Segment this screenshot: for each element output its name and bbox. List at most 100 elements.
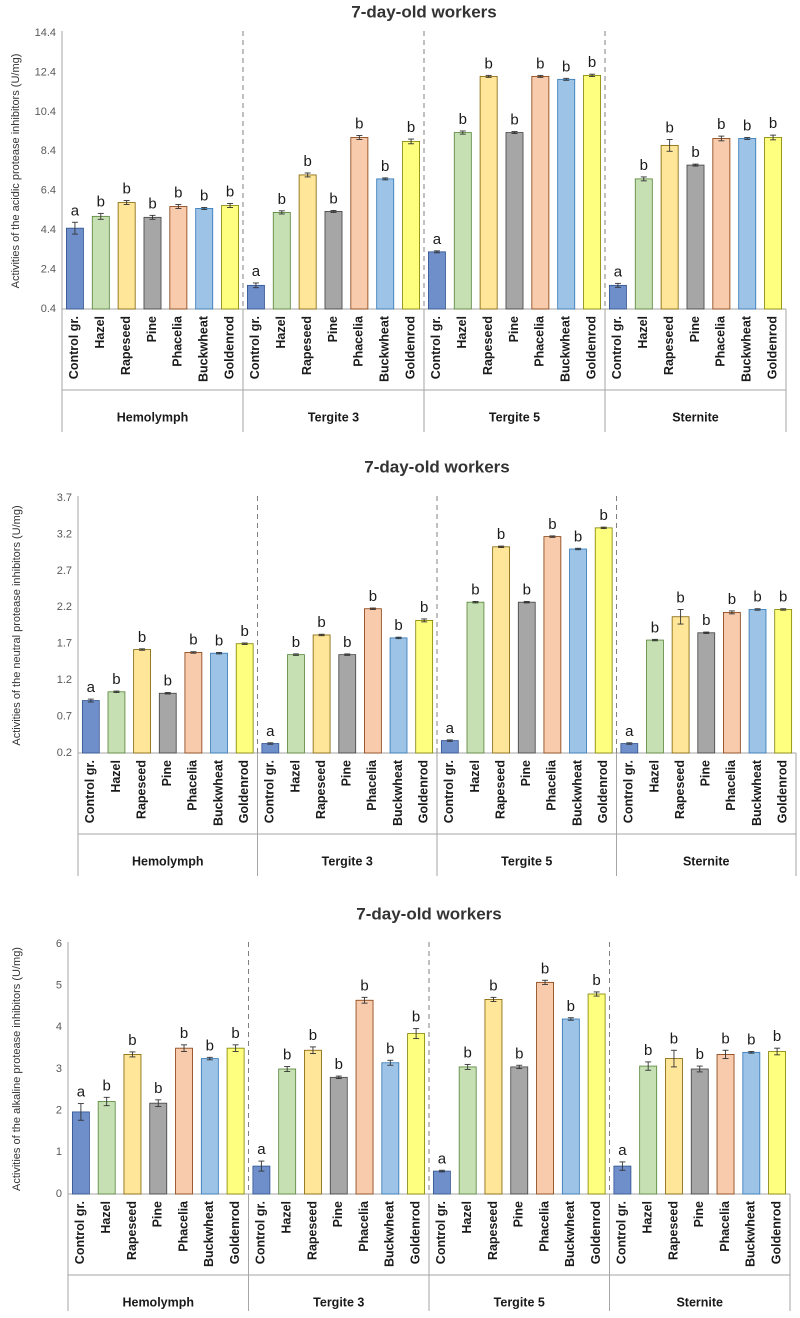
significance-letter: b	[640, 157, 648, 174]
chart-3: 7-day-old workers Activities of the alkal…	[11, 904, 791, 1311]
bar-goldenrod	[583, 74, 602, 310]
group-label: Tergite 3	[322, 854, 373, 868]
significance-letter: b	[180, 1025, 188, 1042]
group-label: Hemolymph	[117, 410, 189, 424]
y-tick-label: 2.4	[41, 263, 56, 275]
bar-pine	[143, 216, 162, 310]
significance-letter: a	[266, 723, 275, 740]
bar-rapeseed	[479, 75, 498, 310]
significance-letter: b	[644, 1042, 652, 1059]
significance-letter: b	[489, 977, 497, 994]
significance-letter: b	[769, 115, 777, 132]
x-category-label: Buckwheat	[202, 1200, 216, 1267]
bar-hazel	[634, 178, 653, 310]
bar-goldenrod	[226, 1047, 245, 1195]
x-category-label: Buckwheat	[744, 1200, 758, 1267]
bar-phacelia	[531, 75, 550, 310]
significance-letter: b	[97, 193, 105, 210]
bar-pine	[510, 1066, 529, 1195]
significance-letter: b	[574, 528, 582, 545]
bar-buckwheat	[557, 78, 576, 310]
bar-hazel	[453, 132, 472, 310]
significance-letter: a	[438, 1150, 447, 1167]
group-hemolymph: Hemolymph a Control gr. b Hazel b Rapeseed b Pin…	[65, 181, 240, 424]
x-category-label: Goldenrod	[775, 760, 789, 823]
bar-control-gr	[81, 700, 100, 754]
bar-hazel	[458, 1066, 477, 1195]
x-category-label: Buckwheat	[383, 1200, 397, 1267]
x-category-label: Buckwheat	[740, 315, 754, 382]
x-category-label: Hazel	[460, 1201, 474, 1234]
x-category-label: Control gr.	[429, 316, 443, 379]
x-category-label: Buckwheat	[378, 315, 392, 382]
y-tick-label: 3.2	[57, 528, 72, 540]
bar-goldenrod	[764, 137, 783, 310]
significance-letter: b	[717, 116, 725, 133]
x-category-label: Control gr.	[248, 316, 262, 379]
y-tick-label: 6.4	[41, 185, 56, 197]
group-hemolymph: Hemolymph a Control gr. b Hazel b Rapeseed b Pin…	[71, 1025, 245, 1309]
significance-letter: b	[523, 581, 531, 598]
bar-phacelia	[355, 999, 374, 1195]
group-tergite-3: Tergite 3 a Control gr. b Hazel b Rapeseed b Pin…	[257, 496, 434, 876]
bar-rapeseed	[133, 649, 151, 754]
bar-pine	[690, 1068, 709, 1195]
bar-hazel	[278, 1068, 297, 1195]
x-category-label: Phacelia	[171, 315, 185, 367]
bar-pine	[505, 132, 524, 310]
bar-buckwheat	[561, 1018, 580, 1195]
significance-letter: b	[702, 612, 710, 629]
bar-phacelia	[543, 536, 562, 754]
bar-pine	[158, 692, 177, 754]
x-category-label: Buckwheat	[570, 759, 584, 826]
bar-goldenrod	[407, 1033, 426, 1195]
x-category-label: Goldenrod	[584, 316, 598, 379]
significance-letter: b	[665, 119, 673, 136]
y-axis-label: Activities of the alkaline protease inhi…	[11, 947, 23, 1191]
significance-letter: b	[484, 55, 492, 72]
x-category-label: Rapeseed	[125, 1201, 139, 1260]
group-tergite-5: Tergite 5 a Control gr. b Hazel b Rapeseed b Pin…	[428, 942, 606, 1311]
y-tick-label: 2	[56, 1105, 62, 1117]
x-category-label: Phacelia	[357, 1200, 371, 1252]
bar-goldenrod	[587, 993, 606, 1195]
x-category-label: Hazel	[279, 1201, 293, 1234]
x-category-label: Pine	[326, 316, 340, 342]
significance-letter: b	[309, 1027, 317, 1044]
group-tergite-3: Tergite 3 a Control gr. b Hazel b Rapeseed b Pin…	[248, 942, 426, 1311]
x-category-label: Control gr.	[73, 1201, 87, 1264]
x-category-label: Control gr.	[615, 1201, 629, 1264]
group-label: Hemolymph	[132, 854, 204, 868]
significance-letter: a	[446, 720, 455, 737]
significance-letter: b	[355, 116, 363, 133]
bar-hazel	[107, 691, 126, 754]
significance-letter: b	[303, 153, 311, 170]
significance-letter: b	[292, 634, 300, 651]
significance-letter: b	[381, 158, 389, 175]
group-tergite-5: Tergite 5 a Control gr. b Hazel b Rapeseed b Pin…	[436, 496, 613, 876]
significance-letter: a	[614, 263, 623, 280]
significance-letter: b	[412, 1009, 420, 1026]
bar-rapeseed	[484, 999, 503, 1195]
significance-letter: b	[226, 184, 234, 201]
significance-letter: b	[567, 998, 575, 1015]
y-tick-label: 0.2	[57, 747, 72, 759]
x-category-label: Goldenrod	[596, 760, 610, 823]
significance-letter: b	[651, 619, 659, 636]
bar-buckwheat	[210, 652, 228, 754]
bar-control-gr	[620, 743, 639, 754]
x-category-label: Rapeseed	[119, 316, 133, 375]
x-category-label: Phacelia	[545, 759, 559, 811]
significance-letter: a	[257, 1141, 266, 1158]
x-category-label: Control gr.	[610, 316, 624, 379]
x-category-label: Goldenrod	[228, 1201, 242, 1264]
bar-pine	[697, 632, 716, 754]
bar-rapeseed	[117, 202, 136, 310]
x-category-label: Pine	[519, 760, 533, 786]
x-category-label: Buckwheat	[197, 315, 211, 382]
group-label: Sternite	[676, 1295, 723, 1309]
x-category-label: Goldenrod	[765, 316, 779, 379]
significance-letter: b	[459, 111, 467, 128]
significance-letter: b	[515, 1045, 523, 1062]
bar-goldenrod	[235, 643, 254, 754]
